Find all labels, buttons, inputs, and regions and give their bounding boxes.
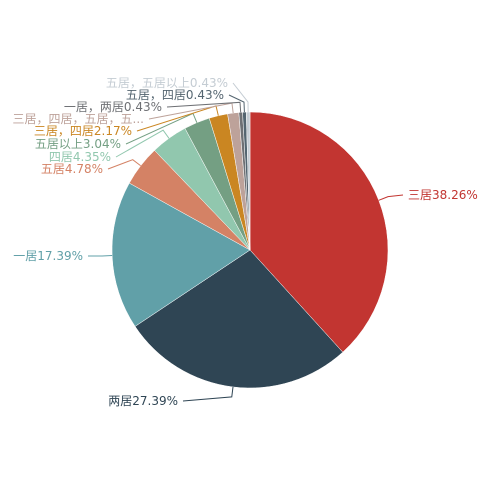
label-value: 17.39% [37,249,83,263]
data-label: 五居以上3.04% [35,137,121,151]
label-name: 五居，四居 [126,88,186,102]
data-label: 五居，四居0.43% [126,88,224,102]
data-label: 三居，四居2.17% [34,124,132,138]
label-value: 27.39% [132,394,178,408]
label-value: 3.04% [83,137,121,151]
leader-line [108,160,141,169]
data-label: 三居，四居，五居，五... [13,112,144,126]
data-label: 三居38.26% [408,188,478,202]
label-value: 4.35% [73,150,111,164]
label-value: 2.17% [94,124,132,138]
data-label: 五居4.78% [41,162,103,176]
label-name: 两居 [108,394,132,408]
label-name: 五居以上 [35,137,83,151]
label-name: 三居 [408,188,432,202]
label-value: 0.43% [186,88,224,102]
label-name: 三居，四居，五居，五... [13,112,144,126]
label-name: 四居 [49,150,73,164]
label-value: 0.43% [124,100,162,114]
data-label: 一居17.39% [13,249,83,263]
data-label: 一居，两居0.43% [64,100,162,114]
data-label: 四居4.35% [49,150,111,164]
data-label: 两居27.39% [108,394,178,408]
leader-line [379,195,403,200]
label-name: 三居，四居 [34,124,94,138]
label-name: 一居，两居 [64,100,124,114]
label-value: 0.43% [190,76,228,90]
label-name: 五居 [41,162,65,176]
label-value: 4.78% [65,162,103,176]
data-label: 五居，五居以上0.43% [106,76,228,90]
leader-line [183,387,233,401]
label-name: 一居 [13,249,37,263]
label-value: 38.26% [432,188,478,202]
label-name: 五居，五居以上 [106,76,190,90]
